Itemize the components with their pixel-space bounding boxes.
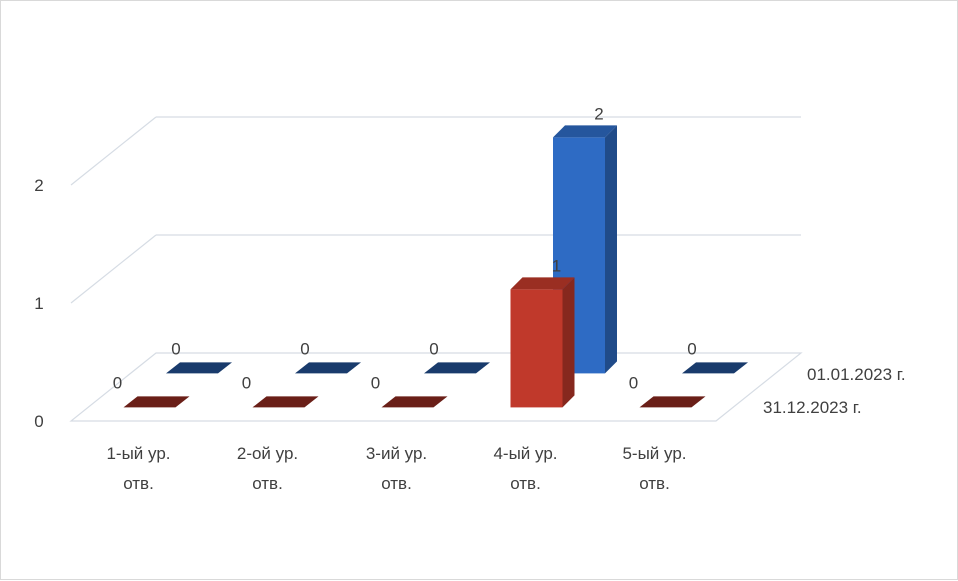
- data-label: 0: [242, 373, 251, 392]
- category-label: 2-ой ур.: [237, 444, 298, 463]
- category-label: отв.: [381, 474, 412, 493]
- data-label: 2: [594, 104, 603, 123]
- data-label: 0: [300, 339, 309, 358]
- bar-zero: [424, 362, 490, 374]
- data-label: 0: [171, 339, 180, 358]
- series-label: 01.01.2023 г.: [807, 365, 906, 384]
- category-label: отв.: [252, 474, 283, 493]
- data-label: 0: [687, 339, 696, 358]
- gridline-side: [70, 116, 157, 186]
- data-label: 0: [629, 373, 638, 392]
- category-label: отв.: [639, 474, 670, 493]
- gridline-side: [70, 234, 157, 304]
- category-label: отв.: [510, 474, 541, 493]
- bar-top: [553, 125, 617, 138]
- bar-side: [562, 277, 575, 408]
- bar-zero: [639, 396, 706, 408]
- series-label: 31.12.2023 г.: [763, 398, 862, 417]
- chart-floor: [69, 352, 803, 422]
- y-tick-label: 0: [34, 412, 43, 431]
- bar-zero: [295, 362, 361, 374]
- y-tick-label: 2: [34, 176, 43, 195]
- data-label: 0: [371, 373, 380, 392]
- bar-zero: [252, 396, 319, 408]
- bar-zero: [682, 362, 748, 374]
- data-label: 0: [113, 373, 122, 392]
- bar-top: [510, 277, 575, 290]
- category-label: 1-ый ур.: [106, 444, 170, 463]
- bar-zero: [123, 396, 190, 408]
- category-label: 3-ий ур.: [366, 444, 427, 463]
- bar-side: [605, 125, 617, 374]
- category-label: 4-ый ур.: [493, 444, 557, 463]
- bar-zero: [381, 396, 448, 408]
- data-label: 0: [429, 339, 438, 358]
- bar: [510, 289, 563, 408]
- y-tick-label: 1: [34, 294, 43, 313]
- bar-zero: [166, 362, 232, 374]
- category-label: отв.: [123, 474, 154, 493]
- data-label: 1: [552, 256, 561, 275]
- category-label: 5-ый ур.: [622, 444, 686, 463]
